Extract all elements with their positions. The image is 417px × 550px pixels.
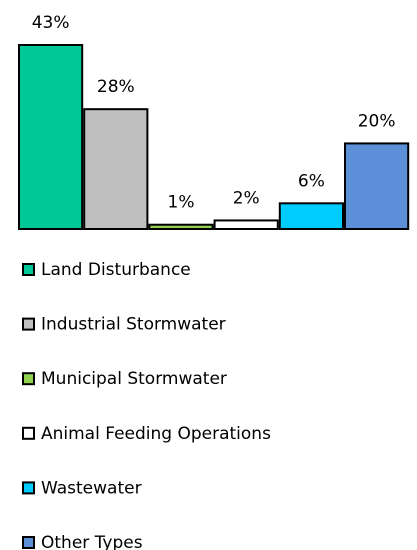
- value-label: 1%: [168, 193, 195, 213]
- legend-label: Animal Feeding Operations: [41, 424, 271, 444]
- value-label: 43%: [32, 13, 70, 33]
- value-label: 2%: [233, 188, 260, 208]
- value-label: 20%: [358, 111, 396, 131]
- bar: [18, 44, 84, 230]
- legend-label: Industrial Stormwater: [41, 315, 226, 335]
- bar: [213, 219, 279, 231]
- legend-swatch: [22, 317, 35, 331]
- legend-label: Other Types: [41, 533, 143, 550]
- bar: [148, 223, 214, 231]
- legend-label: Land Disturbance: [41, 260, 191, 280]
- value-label: 6%: [298, 171, 325, 191]
- legend-label: Municipal Stormwater: [41, 369, 227, 389]
- legend-swatch: [22, 426, 35, 440]
- bar: [278, 202, 344, 230]
- legend-swatch: [22, 372, 35, 386]
- legend-swatch: [22, 481, 35, 495]
- bar: [83, 108, 149, 230]
- legend-swatch: [22, 536, 35, 549]
- legend-label: Wastewater: [41, 478, 142, 498]
- legend-swatch: [22, 263, 35, 276]
- value-label: 28%: [97, 77, 135, 97]
- bar: [344, 142, 410, 231]
